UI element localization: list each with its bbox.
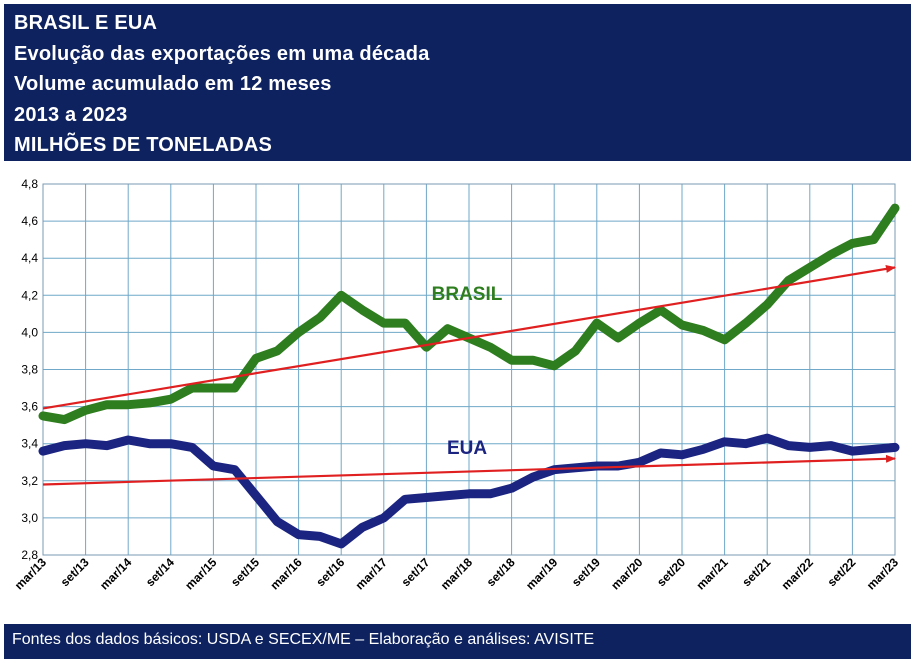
x-tick-label: mar/22 — [779, 555, 816, 592]
x-tick-label: mar/16 — [267, 555, 304, 592]
x-tick-label: set/19 — [569, 555, 603, 589]
x-tick-label: mar/17 — [353, 555, 390, 592]
y-tick-label: 3,2 — [21, 474, 38, 488]
y-tick-label: 3,0 — [21, 511, 38, 525]
x-tick-label: set/14 — [143, 555, 177, 589]
y-tick-label: 4,8 — [21, 177, 38, 191]
x-tick-label: set/18 — [484, 555, 518, 589]
header-subtitle-2: Volume acumulado em 12 meses — [14, 73, 332, 95]
series-line-eua — [38, 433, 900, 549]
series-label-eua: EUA — [447, 438, 487, 459]
y-tick-label: 3,6 — [21, 400, 38, 414]
x-tick-label: mar/19 — [523, 555, 560, 592]
trendline-eua — [42, 454, 896, 486]
header-unit: MILHÕES DE TONELADAS — [14, 134, 273, 156]
series-label-brasil: BRASIL — [432, 284, 503, 305]
x-tick-label: mar/15 — [182, 555, 219, 592]
header-period: 2013 a 2023 — [14, 103, 128, 126]
series-labels: BRASIL EUA — [432, 284, 503, 459]
x-tick-label: set/17 — [399, 555, 433, 589]
trendline-brasil — [42, 264, 896, 410]
y-tick-label: 3,8 — [21, 363, 38, 377]
y-tick-label: 4,6 — [21, 214, 38, 228]
source-footer: Fontes dos dados básicos: USDA e SECEX/M… — [4, 624, 911, 659]
x-tick-label: mar/23 — [864, 555, 901, 592]
y-tick-label: 3,4 — [21, 437, 38, 451]
x-tick-label: set/15 — [228, 555, 262, 589]
x-tick-label: mar/18 — [438, 555, 475, 592]
x-tick-label: set/16 — [313, 555, 347, 589]
y-tick-label: 4,4 — [21, 251, 38, 265]
header-title: BRASIL E EUA — [14, 12, 158, 34]
trendlines — [42, 264, 896, 486]
x-tick-label: mar/14 — [97, 555, 134, 592]
y-tick-label: 4,2 — [21, 288, 38, 302]
x-tick-label: mar/20 — [608, 555, 645, 592]
y-tick-label: 2,8 — [21, 548, 38, 562]
grid — [42, 183, 896, 556]
chart-header: BRASIL E EUA Evolução das exportações em… — [4, 4, 911, 161]
x-tick-label: mar/21 — [693, 555, 730, 592]
y-tick-label: 4,0 — [21, 325, 38, 339]
header-subtitle-1: Evolução das exportações em uma década — [14, 42, 430, 65]
x-tick-label: set/20 — [654, 555, 688, 589]
x-tick-label: set/13 — [58, 555, 92, 589]
plot-area-border — [42, 183, 896, 556]
x-tick-label: set/22 — [825, 555, 859, 589]
x-tick-label: set/21 — [739, 555, 773, 589]
